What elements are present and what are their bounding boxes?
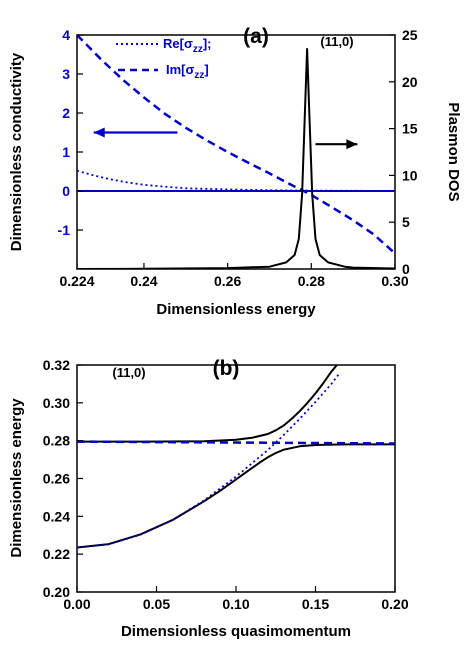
panel-b-series-2-line bbox=[77, 372, 341, 549]
panel-b-label: (b) bbox=[213, 357, 240, 380]
panel-a-ticks: 0.224 0.24 0.26 0.28 0.30 -1 0 1 2 3 4 0 5 10 15 20 25 bbox=[58, 27, 418, 289]
x-tick-label: 0.10 bbox=[222, 596, 249, 612]
x-tick-label: 0.20 bbox=[381, 596, 408, 612]
panel-a-annotation: (11,0) bbox=[320, 34, 353, 49]
y2-tick-label: 20 bbox=[402, 74, 418, 90]
y2-tick-label: 5 bbox=[402, 214, 410, 230]
y-tick-label: 0.32 bbox=[43, 357, 70, 373]
panel-b-y-axis-label: Dimensionless energy bbox=[8, 398, 25, 558]
panel-a-legend: Re[σzz]; Im[σzz] bbox=[116, 36, 212, 81]
panel-b-series-1-line bbox=[77, 365, 339, 443]
panel-a-arrow-left bbox=[93, 127, 178, 138]
y-tick-label: 0.20 bbox=[43, 584, 70, 600]
y-tick-label: -1 bbox=[58, 222, 71, 238]
legend-label-im: Im[σzz] bbox=[166, 62, 209, 81]
panel-b-annotation: (11,0) bbox=[112, 365, 145, 380]
y2-tick-label: 0 bbox=[402, 261, 410, 277]
y-tick-label: 1 bbox=[62, 144, 70, 160]
panel-b-x-axis-label: Dimensionless quasimomentum bbox=[121, 623, 351, 640]
x-tick-label: 0.224 bbox=[59, 273, 94, 289]
y-tick-label: 0.30 bbox=[43, 395, 70, 411]
legend-label-re: Re[σzz]; bbox=[163, 36, 212, 55]
x-tick-label: 0.05 bbox=[143, 596, 170, 612]
y2-tick-label: 10 bbox=[402, 167, 418, 183]
panel-b: 0.00 0.05 0.10 0.15 0.20 0.20 0.22 0.24 0.26 0.28… bbox=[8, 357, 409, 640]
panel-a-y2-axis-label: Plasmon DOS bbox=[445, 102, 462, 201]
x-tick-label: 0.15 bbox=[302, 596, 329, 612]
panel-b-ticks: 0.00 0.05 0.10 0.15 0.20 0.20 0.22 0.24 0.26 0.28… bbox=[43, 357, 409, 612]
panel-a: 0.224 0.24 0.26 0.28 0.30 -1 0 1 2 3 4 0 5 10 15 20 25 (… bbox=[8, 25, 462, 318]
y2-tick-label: 25 bbox=[402, 27, 418, 43]
panel-b-series-3-line bbox=[77, 440, 395, 445]
x-tick-label: 0.24 bbox=[130, 273, 157, 289]
panel-a-series-3-line bbox=[77, 48, 395, 269]
y-tick-label: 0.22 bbox=[43, 546, 70, 562]
x-tick-label: 0.28 bbox=[298, 273, 325, 289]
panel-a-y-axis-label: Dimensionless conductivity bbox=[8, 52, 25, 251]
panel-a-plot-area bbox=[77, 35, 395, 269]
panel-a-arrow-right bbox=[315, 139, 358, 150]
y-tick-label: 0 bbox=[62, 183, 70, 199]
x-tick-label: 0.00 bbox=[63, 596, 90, 612]
y-tick-label: 0.24 bbox=[43, 508, 70, 524]
y2-tick-label: 15 bbox=[402, 121, 418, 137]
panel-a-label: (a) bbox=[243, 25, 269, 48]
panel-a-x-axis-label: Dimensionless energy bbox=[156, 301, 316, 318]
x-tick-label: 0.26 bbox=[214, 273, 241, 289]
y-tick-label: 3 bbox=[62, 66, 70, 82]
panel-b-plot-area bbox=[77, 365, 395, 549]
panel-a-series-0-line bbox=[77, 169, 395, 192]
panel-b-series-0-line bbox=[77, 443, 395, 549]
x-tick-label: 0.30 bbox=[381, 273, 408, 289]
y-tick-label: 2 bbox=[62, 105, 70, 121]
y-tick-label: 4 bbox=[62, 27, 70, 43]
y-tick-label: 0.28 bbox=[43, 433, 70, 449]
y-tick-label: 0.26 bbox=[43, 471, 70, 487]
